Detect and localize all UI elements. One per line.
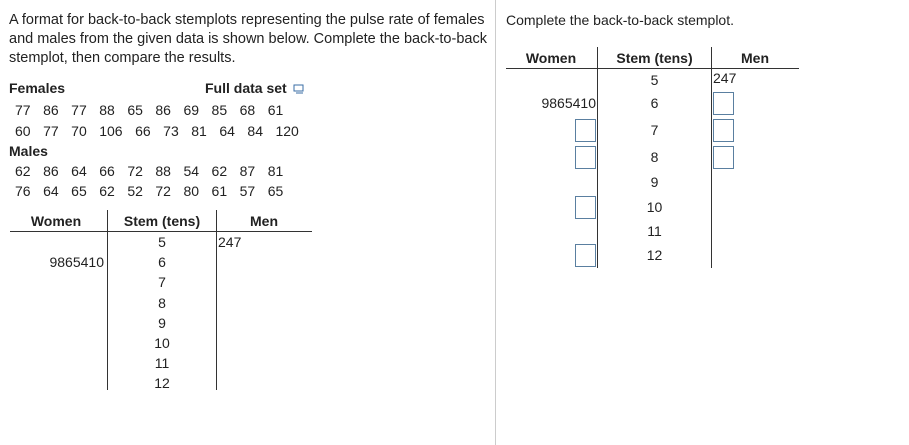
women-input[interactable]	[575, 146, 596, 169]
data-value: 66	[99, 163, 115, 179]
data-value: 84	[247, 123, 263, 139]
data-value: 64	[71, 163, 87, 179]
rule	[10, 231, 312, 232]
data-value: 62	[99, 183, 115, 199]
data-value: 69	[183, 102, 200, 118]
data-value: 62	[15, 163, 31, 179]
stem: 7	[158, 274, 166, 291]
stem: 12	[154, 375, 170, 392]
data-value: 77	[15, 102, 31, 118]
females-row: 77 86 77 88 65 86 69 85 68 61	[15, 102, 296, 118]
stem: 11	[154, 355, 170, 372]
data-value: 64	[43, 183, 59, 199]
data-value: 81	[191, 123, 207, 139]
stem: 11	[647, 223, 662, 239]
stem: 8	[158, 294, 166, 311]
women-input[interactable]	[575, 196, 596, 219]
data-value: 88	[155, 163, 171, 179]
women-input[interactable]	[575, 244, 596, 267]
data-value: 60	[15, 123, 31, 139]
data-value: 106	[99, 123, 123, 139]
data-value: 85	[211, 102, 228, 118]
males-label: Males	[9, 143, 48, 159]
rule	[216, 210, 217, 390]
males-row: 76 64 65 62 52 72 80 61 57 65	[15, 183, 296, 199]
rule	[107, 210, 108, 390]
data-value: 65	[71, 183, 87, 199]
data-value: 54	[183, 163, 200, 179]
stem: 5	[158, 234, 166, 250]
males-row: 62 86 64 66 72 88 54 62 87 81	[15, 163, 296, 179]
data-value: 77	[43, 123, 59, 139]
women-leaves: 9865410	[541, 95, 596, 111]
stem: 8	[650, 149, 659, 165]
data-value: 80	[183, 183, 200, 199]
data-value: 120	[275, 123, 299, 139]
header: Women	[30, 213, 82, 229]
stem: 9	[650, 174, 659, 190]
data-value: 81	[267, 163, 284, 179]
header: Stem (tens)	[616, 50, 693, 66]
rule	[711, 47, 712, 268]
instruction: Complete the back-to-back stemplot.	[506, 12, 734, 28]
men-leaves: 247	[713, 70, 737, 86]
stem: 9	[158, 314, 166, 331]
stem: 5	[650, 72, 659, 88]
data-value: 65	[127, 102, 143, 118]
data-value: 86	[155, 102, 171, 118]
data-value: 62	[211, 163, 228, 179]
data-value: 61	[211, 183, 228, 199]
intro: A format for back-to-back stemplots repr…	[9, 12, 487, 66]
stem: 12	[646, 247, 663, 263]
stem: 6	[650, 95, 659, 111]
data-value: 87	[239, 163, 256, 179]
females-row: 60 77 70 106 66 73 81 64 84 120	[15, 123, 311, 139]
data-value: 70	[71, 123, 87, 139]
stem: 6	[158, 254, 166, 271]
header: Women	[525, 50, 577, 66]
full-data-set[interactable]: Full data set	[205, 80, 287, 96]
data-icon[interactable]	[293, 84, 305, 95]
men-input[interactable]	[713, 92, 734, 115]
data-value: 68	[239, 102, 256, 118]
header: Stem (tens)	[123, 213, 201, 229]
data-value: 61	[267, 102, 284, 118]
women-leaves: 9865410	[49, 254, 104, 271]
data-value: 64	[219, 123, 235, 139]
men-input[interactable]	[713, 146, 734, 169]
divider	[495, 0, 496, 445]
data-value: 72	[155, 183, 171, 199]
header: Men	[250, 213, 278, 229]
data-value: 66	[135, 123, 151, 139]
header: Men	[741, 50, 769, 66]
data-value: 65	[267, 183, 284, 199]
data-value: 77	[71, 102, 87, 118]
stem: 10	[646, 199, 663, 215]
rule	[597, 47, 598, 268]
men-input[interactable]	[713, 119, 734, 142]
women-input[interactable]	[575, 119, 596, 142]
stem: 10	[154, 335, 170, 351]
data-value: 73	[163, 123, 179, 139]
data-value: 72	[127, 163, 143, 179]
females-label: Females	[9, 80, 66, 96]
data-value: 86	[43, 102, 59, 118]
men-leaves: 247	[218, 234, 242, 250]
data-value: 52	[127, 183, 143, 199]
data-value: 76	[15, 183, 31, 199]
data-value: 86	[43, 163, 59, 179]
rule	[506, 68, 799, 69]
stem: 7	[650, 122, 659, 138]
data-value: 57	[239, 183, 256, 199]
data-value: 88	[99, 102, 115, 118]
